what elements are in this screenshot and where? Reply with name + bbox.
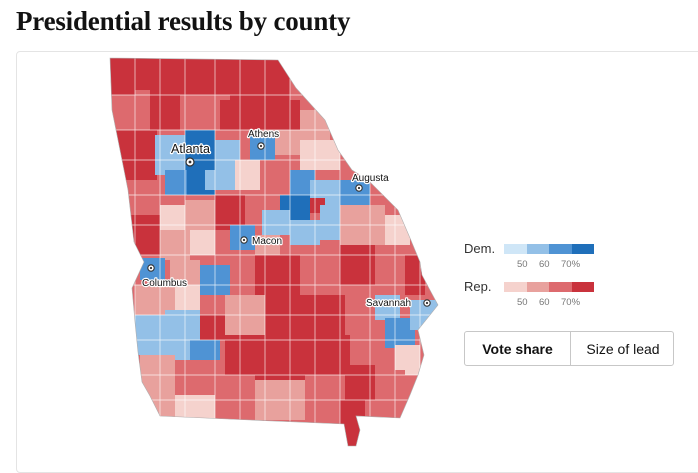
legend-swatch — [549, 282, 572, 292]
macon-label: Macon — [252, 236, 282, 247]
legend-rep-label: Rep. — [464, 279, 492, 294]
savannah-label: Savannah — [366, 298, 411, 309]
legend-tick: 50 — [517, 259, 528, 270]
city-savannah: Savannah — [365, 297, 431, 310]
legend-tick: 70% — [561, 259, 581, 270]
city-atlanta: Atlanta — [170, 141, 211, 167]
legend-tick: 60 — [539, 297, 550, 308]
legend-swatch — [549, 244, 572, 254]
atlanta-label: Atlanta — [171, 142, 210, 156]
legend-tick: 60 — [539, 259, 550, 270]
legend-tick: 50 — [517, 297, 528, 308]
view-toggle: Vote share Size of lead — [464, 331, 674, 366]
athens-label: Athens — [248, 129, 279, 140]
county-boundaries — [110, 58, 438, 446]
legend-tick: 70% — [561, 297, 581, 308]
legend-rep-swatches — [504, 282, 594, 292]
county-fills — [110, 58, 438, 446]
legend-swatch — [571, 282, 594, 292]
augusta-label: Augusta — [352, 173, 389, 184]
legend-swatch — [526, 282, 549, 292]
city-augusta: Augusta — [351, 172, 390, 192]
city-macon: Macon — [240, 235, 283, 248]
columbus-label: Columbus — [142, 278, 187, 289]
city-columbus: Columbus — [141, 264, 188, 290]
georgia-state-outline — [109, 57, 439, 447]
size-of-lead-button[interactable]: Size of lead — [586, 340, 660, 357]
vote-share-button[interactable]: Vote share — [465, 332, 571, 365]
legend-swatch — [571, 244, 594, 254]
legend-swatch — [504, 244, 527, 254]
legend-dem-label: Dem. — [464, 241, 496, 256]
legend-dem-swatches — [504, 244, 594, 254]
georgia-county-map[interactable]: Atlanta Athens Augusta Macon Columbus Sa… — [0, 0, 698, 452]
page-title: Presidential results by county — [16, 6, 351, 36]
legend-swatch — [526, 244, 549, 254]
city-athens: Athens — [247, 128, 280, 150]
legend-swatch — [504, 282, 527, 292]
